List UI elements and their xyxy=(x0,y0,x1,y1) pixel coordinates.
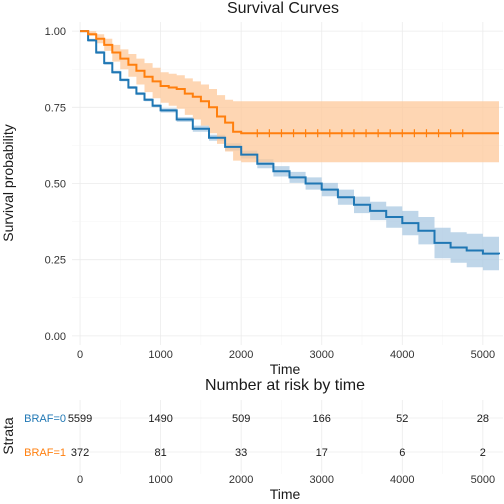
risk-x-tick-labels: 0 1000 2000 3000 4000 5000 xyxy=(77,474,495,486)
risk-value: 509 xyxy=(232,413,250,425)
x-tick-label: 2000 xyxy=(229,349,253,361)
confidence-bands xyxy=(80,31,499,272)
y-tick-labels: 0.00 0.25 0.50 0.75 1.00 xyxy=(45,26,66,343)
x-tick-labels: 0 1000 2000 3000 4000 5000 xyxy=(77,349,495,361)
risk-value: 372 xyxy=(71,447,89,459)
x-tick-label: 0 xyxy=(77,349,83,361)
risk-value: 1490 xyxy=(148,413,172,425)
risk-value: 33 xyxy=(235,447,247,459)
y-tick-label: 0.25 xyxy=(45,255,66,267)
risk-value: 5599 xyxy=(68,413,92,425)
risk-row-labels: BRAF=0 BRAF=1 xyxy=(24,413,66,459)
risk-grid xyxy=(72,400,503,474)
y-tick-label: 0.00 xyxy=(45,331,66,343)
x-tick-label: 4000 xyxy=(390,349,414,361)
risk-y-axis-title: Strata xyxy=(0,417,16,455)
risk-row-label: BRAF=1 xyxy=(24,447,66,459)
x-axis-title: Time xyxy=(270,361,301,377)
risk-table-values: 5599 1490 509 166 52 28 372 81 33 17 6 2 xyxy=(68,413,489,459)
risk-value: 52 xyxy=(396,413,408,425)
y-tick-label: 1.00 xyxy=(45,26,66,38)
risk-value: 2 xyxy=(480,447,486,459)
x-tick-label: 3000 xyxy=(309,349,333,361)
risk-x-tick-label: 4000 xyxy=(390,474,414,486)
risk-table-title: Number at risk by time xyxy=(205,377,365,394)
risk-x-tick-label: 1000 xyxy=(148,474,172,486)
confidence-band-braf-0 xyxy=(80,31,499,272)
risk-value: 81 xyxy=(154,447,166,459)
risk-value: 166 xyxy=(313,413,331,425)
survival-line-braf-0 xyxy=(80,30,500,255)
censor-marks xyxy=(256,129,464,138)
survival-line-braf-1 xyxy=(80,30,499,135)
risk-row-label: BRAF=0 xyxy=(24,413,66,425)
risk-value: 6 xyxy=(399,447,405,459)
x-tick-label: 1000 xyxy=(148,349,172,361)
risk-x-axis-title: Time xyxy=(270,486,301,502)
survival-plot-panel: 0 1000 2000 3000 4000 5000 0.00 0.25 0.50 0.75 1.… xyxy=(45,22,503,361)
risk-x-tick-label: 3000 xyxy=(309,474,333,486)
survival-lines xyxy=(80,30,500,255)
risk-x-tick-label: 5000 xyxy=(471,474,495,486)
chart-title: Survival Curves xyxy=(227,0,339,17)
risk-x-tick-label: 0 xyxy=(77,474,83,486)
risk-value: 17 xyxy=(316,447,328,459)
y-tick-label: 0.50 xyxy=(45,179,66,191)
risk-x-tick-label: 2000 xyxy=(229,474,253,486)
confidence-band-braf-1 xyxy=(80,31,499,163)
x-tick-label: 5000 xyxy=(471,349,495,361)
y-tick-label: 0.75 xyxy=(45,102,66,114)
risk-value: 28 xyxy=(477,413,489,425)
y-axis-title: Survival probability xyxy=(0,124,16,242)
